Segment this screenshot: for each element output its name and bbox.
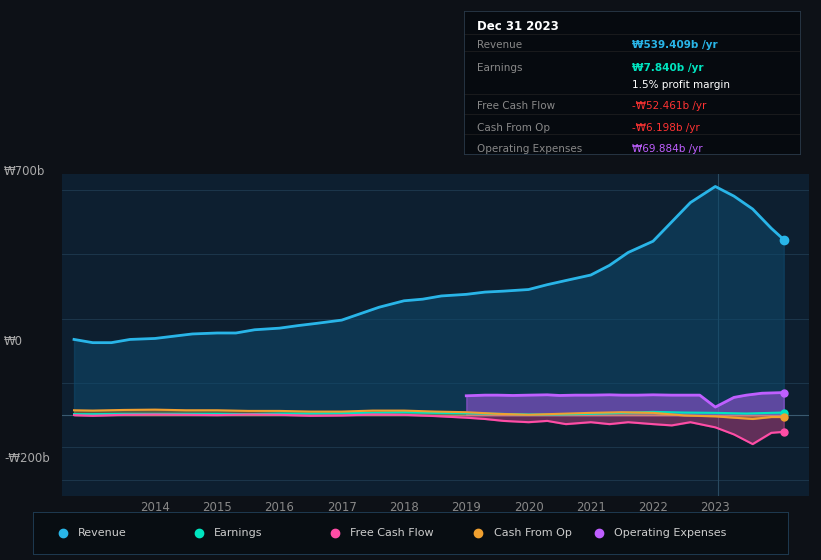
Text: -₩52.461b /yr: -₩52.461b /yr: [632, 101, 707, 111]
Text: Revenue: Revenue: [78, 529, 127, 538]
Text: Dec 31 2023: Dec 31 2023: [477, 20, 559, 33]
Text: Operating Expenses: Operating Expenses: [614, 529, 727, 538]
Text: ₩0: ₩0: [4, 335, 23, 348]
Text: -₩200b: -₩200b: [4, 452, 50, 465]
Text: Free Cash Flow: Free Cash Flow: [477, 101, 556, 111]
Text: Earnings: Earnings: [477, 63, 523, 73]
Text: ₩7.840b /yr: ₩7.840b /yr: [632, 63, 704, 73]
Text: Cash From Op: Cash From Op: [493, 529, 571, 538]
Text: -₩6.198b /yr: -₩6.198b /yr: [632, 123, 700, 133]
Text: Operating Expenses: Operating Expenses: [477, 144, 583, 154]
Text: ₩700b: ₩700b: [4, 165, 45, 178]
Text: 1.5% profit margin: 1.5% profit margin: [632, 80, 730, 90]
Text: ₩69.884b /yr: ₩69.884b /yr: [632, 144, 703, 154]
Text: Free Cash Flow: Free Cash Flow: [350, 529, 433, 538]
Text: Cash From Op: Cash From Op: [477, 123, 550, 133]
Text: Revenue: Revenue: [477, 40, 522, 50]
Text: Earnings: Earnings: [214, 529, 263, 538]
Text: ₩539.409b /yr: ₩539.409b /yr: [632, 40, 718, 50]
